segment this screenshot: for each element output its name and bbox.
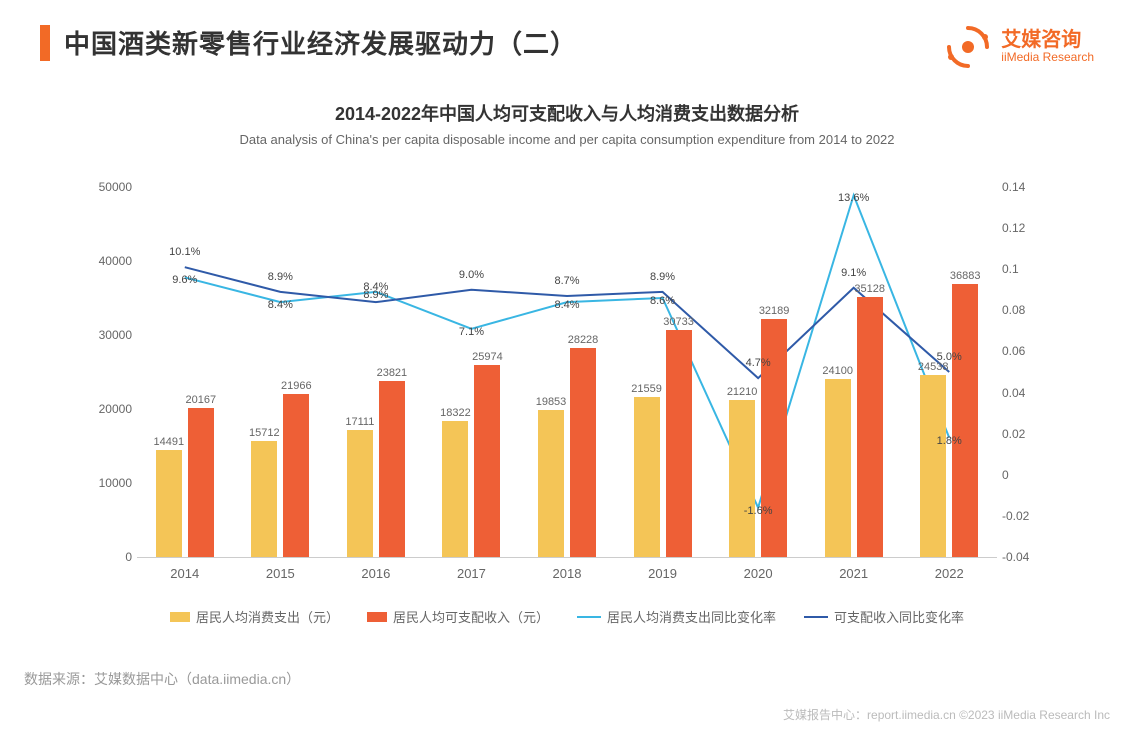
line-point-label: 9.0% — [459, 269, 484, 281]
line-point-label: 9.1% — [841, 267, 866, 279]
bar: 32189 — [761, 319, 787, 557]
bar-value: 36883 — [950, 270, 981, 282]
accent-bar — [40, 25, 50, 61]
header: 中国酒类新零售行业经济发展驱动力（二） 艾媒咨询 iiMedia Researc… — [0, 0, 1134, 70]
bar-value: 15712 — [249, 427, 280, 439]
page-title: 中国酒类新零售行业经济发展驱动力（二） — [64, 24, 577, 61]
bar: 28228 — [570, 348, 596, 557]
bar-value: 21966 — [281, 380, 312, 392]
bar: 25974 — [474, 365, 500, 557]
y-right-tick: 0.02 — [1002, 427, 1052, 441]
bar-value: 24538 — [918, 361, 949, 373]
x-tick: 2021 — [839, 566, 868, 581]
footer-copyright: 艾媒报告中心：report.iimedia.cn ©2023 iiMedia R… — [783, 706, 1110, 723]
bar: 17111 — [347, 430, 373, 557]
bar: 21210 — [729, 400, 755, 557]
x-tick: 2019 — [648, 566, 677, 581]
line-point-label: 9.6% — [172, 275, 197, 287]
y-right-tick: -0.02 — [1002, 509, 1052, 523]
line-point-label: 13.6% — [838, 192, 869, 204]
x-tick: 2017 — [457, 566, 486, 581]
chart: 0 10000 20000 30000 40000 50000 -0.04 -0.02 0 0.0… — [67, 177, 1067, 617]
x-tick: 2020 — [744, 566, 773, 581]
line-point-label: 7.1% — [459, 326, 484, 338]
line-point-label: 8.7% — [554, 275, 579, 287]
bar-value: 20167 — [185, 394, 216, 406]
line-point-label: 8.6% — [650, 295, 675, 307]
line-point-label: 8.4% — [554, 299, 579, 311]
bar-value: 21559 — [631, 383, 662, 395]
logo-text-cn: 艾媒咨询 — [1001, 29, 1094, 51]
bar-value: 30733 — [663, 316, 694, 328]
bar: 24100 — [825, 379, 851, 557]
logo: 艾媒咨询 iiMedia Research — [945, 24, 1094, 70]
line-point-label: 8.4% — [363, 281, 388, 293]
chart-title-cn: 2014-2022年中国人均可支配收入与人均消费支出数据分析 — [0, 100, 1134, 126]
y-right-tick: 0.12 — [1002, 221, 1052, 235]
bar: 23821 — [379, 381, 405, 557]
plot-area: 01000020000300004000050000-0.04-0.0200.0… — [137, 187, 997, 557]
bar: 14491 — [156, 450, 182, 557]
chart-titles: 2014-2022年中国人均可支配收入与人均消费支出数据分析 Data anal… — [0, 100, 1134, 147]
bar-value: 14491 — [153, 436, 184, 448]
bar: 18322 — [442, 421, 468, 557]
footer-source: 数据来源：艾媒数据中心（data.iimedia.cn） — [24, 669, 300, 689]
y-right-tick: -0.04 — [1002, 550, 1052, 564]
y-right-tick: 0.08 — [1002, 303, 1052, 317]
bar-value: 25974 — [472, 351, 503, 363]
bar: 30733 — [666, 330, 692, 557]
y-right-tick: 0.06 — [1002, 344, 1052, 358]
y-left-tick: 40000 — [77, 254, 132, 268]
y-left-tick: 50000 — [77, 180, 132, 194]
bar-value: 32189 — [759, 305, 790, 317]
line-point-label: 5.0% — [937, 351, 962, 363]
bar-value: 23821 — [377, 367, 408, 379]
line-point-label: 4.7% — [746, 357, 771, 369]
y-left-tick: 30000 — [77, 328, 132, 342]
chart-title-en: Data analysis of China's per capita disp… — [0, 132, 1134, 147]
line-point-label: -1.6% — [744, 505, 773, 517]
bar-value: 28228 — [568, 334, 599, 346]
title-block: 中国酒类新零售行业经济发展驱动力（二） — [40, 24, 577, 61]
y-right-tick: 0.1 — [1002, 262, 1052, 276]
y-right-tick: 0.04 — [1002, 386, 1052, 400]
bar-value: 17111 — [345, 416, 374, 428]
bar: 19853 — [538, 410, 564, 557]
line-point-label: 8.9% — [268, 271, 293, 283]
bar-value: 18322 — [440, 407, 471, 419]
line-point-label: 10.1% — [169, 246, 200, 258]
bar: 21559 — [634, 397, 660, 557]
bar-value: 24100 — [822, 365, 853, 377]
bar-value: 35128 — [854, 283, 885, 295]
y-left-tick: 10000 — [77, 476, 132, 490]
logo-icon — [945, 24, 991, 70]
logo-text-en: iiMedia Research — [1001, 51, 1094, 64]
y-left-tick: 20000 — [77, 402, 132, 416]
line-point-label: 8.4% — [268, 299, 293, 311]
x-tick: 2015 — [266, 566, 295, 581]
y-left-tick: 0 — [77, 550, 132, 564]
bar: 24538 — [920, 375, 946, 557]
bar-value: 21210 — [727, 386, 758, 398]
bar: 36883 — [952, 284, 978, 557]
bar: 21966 — [283, 394, 309, 557]
x-tick: 2016 — [361, 566, 390, 581]
bar: 20167 — [188, 408, 214, 557]
y-right-tick: 0.14 — [1002, 180, 1052, 194]
bar: 35128 — [857, 297, 883, 557]
bar: 15712 — [251, 441, 277, 557]
line-point-label: 1.8% — [937, 435, 962, 447]
bar-value: 19853 — [536, 396, 567, 408]
x-tick: 2014 — [170, 566, 199, 581]
x-tick: 2018 — [553, 566, 582, 581]
x-tick: 2022 — [935, 566, 964, 581]
y-right-tick: 0 — [1002, 468, 1052, 482]
line-point-label: 8.9% — [650, 271, 675, 283]
